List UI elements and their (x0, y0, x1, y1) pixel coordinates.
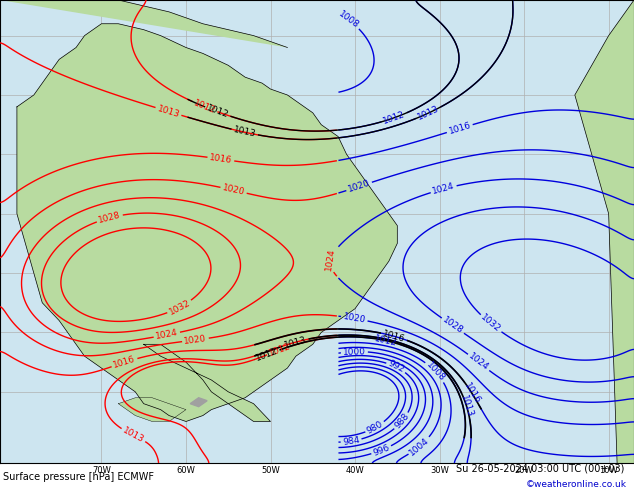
Text: 1016: 1016 (382, 329, 406, 343)
Text: ©weatheronline.co.uk: ©weatheronline.co.uk (526, 480, 627, 489)
Text: 1028: 1028 (441, 316, 465, 336)
Text: 1013: 1013 (156, 104, 181, 119)
Text: 1024: 1024 (155, 328, 179, 341)
Text: 1012: 1012 (255, 346, 279, 363)
Text: 20W: 20W (515, 466, 533, 475)
Text: 1032: 1032 (479, 313, 503, 334)
Text: 40W: 40W (346, 466, 365, 475)
Polygon shape (575, 0, 634, 463)
Text: 1008: 1008 (424, 360, 446, 383)
Text: 1024: 1024 (467, 352, 491, 373)
Text: 1013: 1013 (233, 125, 257, 139)
Text: 1012: 1012 (382, 110, 406, 126)
Polygon shape (144, 344, 271, 421)
Text: 1012: 1012 (193, 98, 217, 115)
Text: 1020: 1020 (221, 183, 246, 197)
Text: 1012: 1012 (205, 104, 230, 120)
Text: 1013: 1013 (121, 426, 146, 444)
Text: 984: 984 (342, 436, 360, 447)
Text: 70W: 70W (92, 466, 111, 475)
Text: 1012: 1012 (374, 334, 398, 347)
Text: 1013: 1013 (283, 335, 307, 350)
Text: 1020: 1020 (342, 312, 366, 325)
Text: 1012: 1012 (268, 342, 292, 358)
Text: 980: 980 (365, 419, 385, 436)
Polygon shape (0, 0, 287, 48)
Text: 1020: 1020 (183, 334, 207, 346)
Text: 10W: 10W (599, 466, 618, 475)
Text: 1024: 1024 (324, 247, 337, 271)
Text: 996: 996 (372, 443, 391, 458)
Polygon shape (17, 24, 398, 421)
Text: 1013: 1013 (416, 104, 441, 122)
Text: 1016: 1016 (112, 355, 137, 370)
Text: 1013: 1013 (458, 393, 474, 418)
Polygon shape (119, 398, 186, 421)
Text: 1028: 1028 (98, 211, 122, 225)
Text: 992: 992 (387, 359, 406, 375)
Polygon shape (190, 398, 207, 407)
Text: 1032: 1032 (167, 298, 191, 317)
Text: 60W: 60W (176, 466, 195, 475)
Text: Surface pressure [hPa] ECMWF: Surface pressure [hPa] ECMWF (3, 472, 154, 482)
Text: 1024: 1024 (432, 182, 456, 196)
Text: 1004: 1004 (408, 436, 431, 457)
Text: 1000: 1000 (343, 347, 366, 357)
Text: 988: 988 (393, 412, 411, 431)
Text: 1016: 1016 (462, 381, 482, 406)
Text: 30W: 30W (430, 466, 449, 475)
Text: 50W: 50W (261, 466, 280, 475)
Text: 1008: 1008 (337, 10, 361, 30)
Text: 1016: 1016 (209, 153, 233, 165)
Text: 1020: 1020 (347, 179, 372, 194)
Text: 1016: 1016 (448, 121, 472, 136)
Text: Su 26-05-2024 03:00 UTC (00+03): Su 26-05-2024 03:00 UTC (00+03) (456, 464, 625, 474)
